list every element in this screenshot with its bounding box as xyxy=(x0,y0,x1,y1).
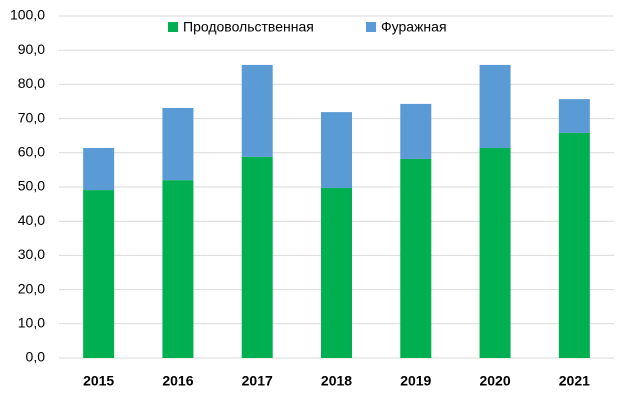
x-tick-label: 2015 xyxy=(83,373,114,389)
bar-segment xyxy=(479,64,511,149)
bar-segment xyxy=(400,103,432,159)
bar-segment xyxy=(479,148,511,358)
x-tick-label: 2020 xyxy=(479,373,510,389)
legend-swatch xyxy=(366,22,376,32)
x-tick-label: 2021 xyxy=(559,373,590,389)
y-tick-label: 90,0 xyxy=(18,41,45,57)
bar-segment xyxy=(162,107,194,181)
x-tick-label: 2017 xyxy=(242,373,273,389)
y-tick-label: 80,0 xyxy=(18,75,45,91)
bar-segment xyxy=(241,156,273,358)
x-tick-label: 2018 xyxy=(321,373,352,389)
bar-segment xyxy=(558,132,590,358)
legend-swatch xyxy=(168,22,178,32)
y-tick-label: 0,0 xyxy=(26,349,46,365)
y-tick-label: 20,0 xyxy=(18,280,45,296)
bar-segment xyxy=(321,188,352,358)
legend-label: Продовольственная xyxy=(183,19,314,35)
y-tick-label: 100,0 xyxy=(10,7,45,23)
bar-segment xyxy=(83,190,115,358)
bar-segment xyxy=(558,99,590,133)
bar-segment xyxy=(162,180,194,358)
y-tick-label: 60,0 xyxy=(18,144,45,160)
legend-label: Фуражная xyxy=(381,19,447,35)
x-tick-label: 2016 xyxy=(162,373,193,389)
y-tick-label: 40,0 xyxy=(18,212,45,228)
y-tick-label: 30,0 xyxy=(18,246,45,262)
bar-segment xyxy=(83,148,115,191)
x-tick-label: 2019 xyxy=(400,373,431,389)
bar-segment xyxy=(321,112,352,189)
bar-segment xyxy=(241,64,273,157)
y-tick-label: 50,0 xyxy=(18,178,45,194)
bar-segment xyxy=(400,158,432,358)
y-tick-label: 10,0 xyxy=(18,315,45,331)
y-tick-label: 70,0 xyxy=(18,109,45,125)
